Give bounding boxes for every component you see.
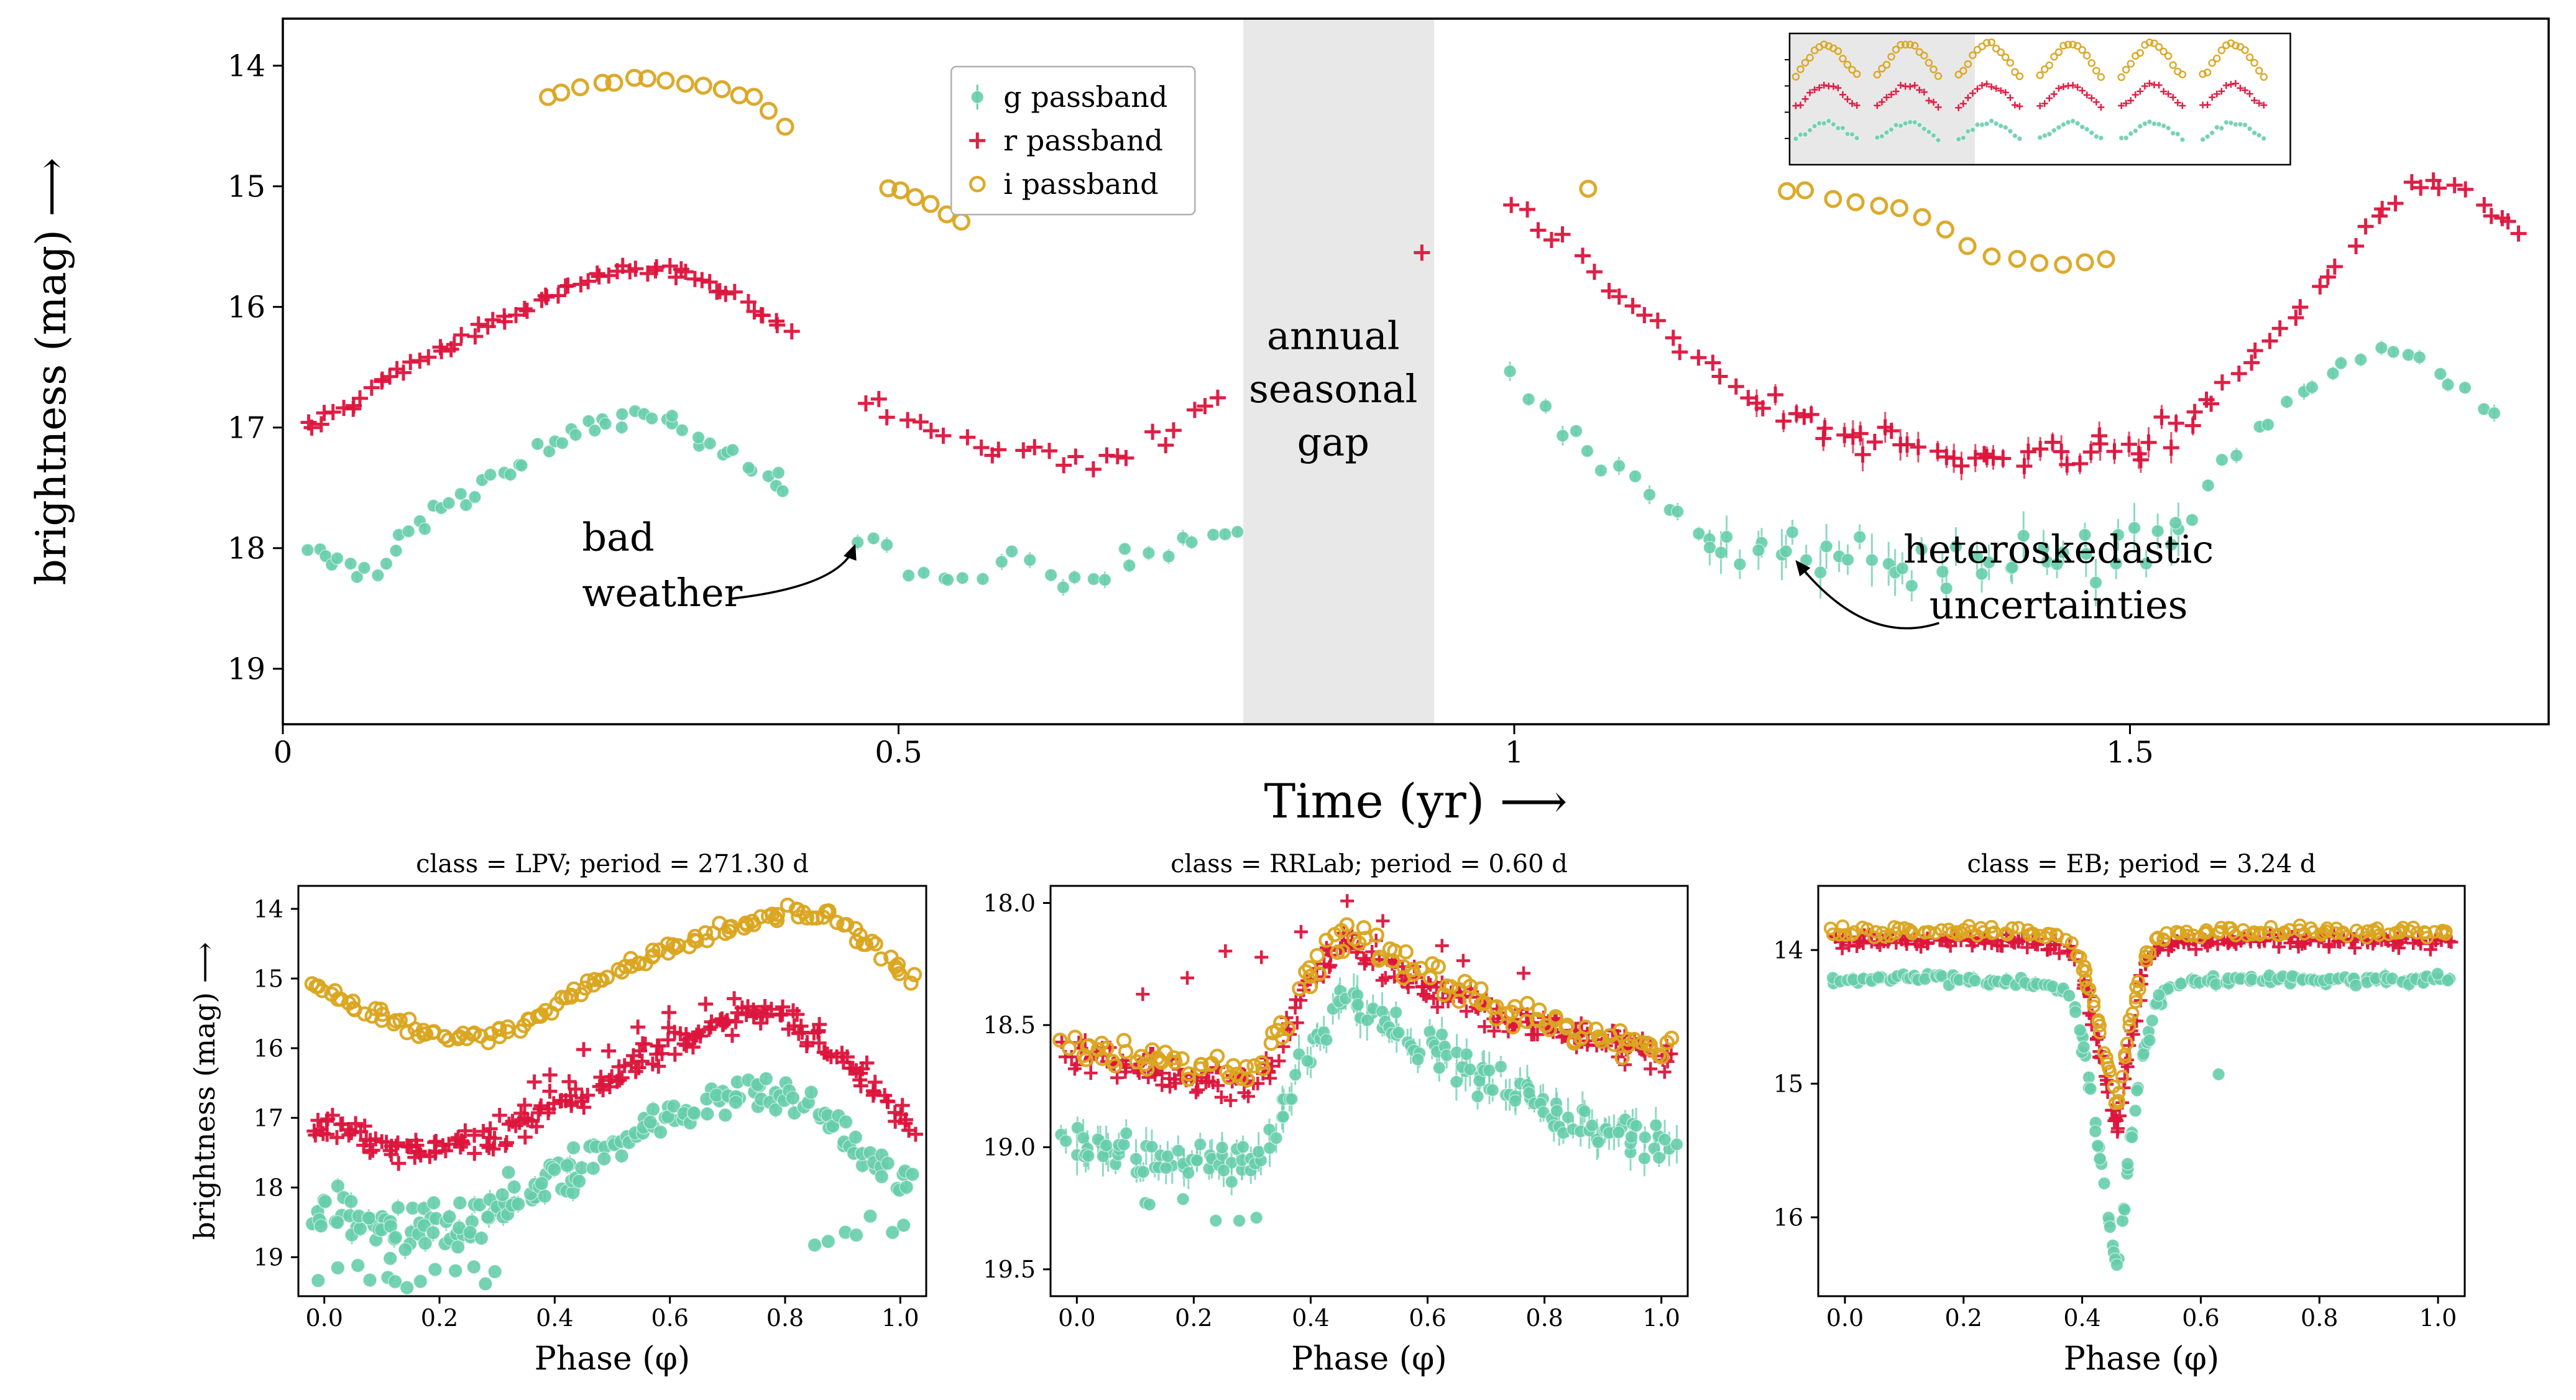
annotation-line: uncertainties (1930, 582, 2188, 627)
annotation-line: weather (582, 570, 742, 615)
inset-series-g-passband (1793, 117, 2267, 144)
y-tick-label: 14 (1773, 936, 1803, 964)
x-tick-label: 0.4 (1292, 1304, 1329, 1332)
series-g-passband (1054, 973, 1684, 1228)
axis-label-y: brightness (mag) ⟶ (27, 158, 75, 586)
legend: g passband r passband i passband (950, 65, 1196, 216)
series-r-passband (306, 991, 923, 1171)
x-tick-label: 0.8 (2301, 1304, 2338, 1332)
panel-title: class = EB; period = 3.24 d (1967, 850, 2316, 878)
y-tick-label: 15 (254, 965, 283, 992)
axis-label-x: Phase (φ) (535, 1340, 690, 1378)
y-tick-label: 18.5 (983, 1011, 1036, 1039)
series-i-passband (1052, 917, 1680, 1088)
plot-frame (297, 885, 927, 1297)
annotation-bad-weather: bad weather (582, 515, 857, 615)
annotation-line: heteroskedastic (1903, 527, 2214, 572)
y-tick-label: 16 (1773, 1204, 1803, 1231)
annotation-line: gap (1297, 419, 1369, 464)
axes-ticks: 0.0 0.2 0.4 0.6 0.8 1.0 14 15 16 (1773, 936, 2457, 1332)
plot-frame (1049, 885, 1689, 1297)
annotation-heteroskedastic: heteroskedastic uncertainties (1795, 527, 2214, 630)
inset-series-i-passband (1792, 38, 2268, 81)
x-tick-label: 1 (1505, 735, 1524, 770)
y-tick-label: 18 (254, 1174, 283, 1201)
axes-ticks: 0.0 0.2 0.4 0.6 0.8 1.0 14 15 16 17 18 19 (254, 895, 919, 1332)
y-tick-label: 18 (228, 532, 265, 566)
zoom-inset (1784, 32, 2291, 166)
axis-label-y: brightness (mag) ⟶ (188, 942, 221, 1240)
annotation-line: annual (1267, 313, 1400, 359)
series-g-passband (305, 1071, 920, 1296)
chart-time-series: 0 0.5 1 1.5 14 15 16 17 18 19 Time (yr) ⟶ brightnes… (27, 17, 2550, 829)
series-i-passband (304, 897, 922, 1051)
y-tick-label: 14 (254, 895, 283, 923)
y-tick-label: 14 (228, 48, 265, 83)
plot-frame (1817, 885, 2466, 1297)
x-tick-label: 0.4 (536, 1304, 573, 1332)
axes-ticks: 0 0.5 1 1.5 14 15 16 17 18 19 (228, 48, 2154, 770)
axis-label-x: Phase (φ) (1291, 1340, 1447, 1378)
axes-ticks: 0.0 0.2 0.4 0.6 0.8 1.0 18.0 18.5 19.0 19.5 (983, 890, 1680, 1332)
y-tick-label: 19 (254, 1244, 283, 1271)
series-i-passband (1823, 918, 2453, 1110)
legend-label-r: r passband (1003, 124, 1163, 157)
inset-series-r-passband (1792, 80, 2268, 111)
y-tick-label: 18.0 (983, 890, 1036, 917)
x-tick-label: 0.4 (2063, 1304, 2100, 1332)
x-tick-label: 0.5 (875, 735, 922, 770)
annual-seasonal-gap-band (1243, 19, 1435, 724)
axis-label-x: Time (yr) ⟶ (1264, 773, 1568, 829)
y-tick-label: 17 (254, 1104, 283, 1131)
annotation-seasonal-gap: annual seasonal gap (1249, 313, 1417, 465)
x-tick-label: 0.0 (1058, 1304, 1095, 1332)
plot-frame (282, 17, 2550, 725)
x-tick-label: 0.0 (305, 1304, 343, 1332)
x-tick-label: 1.0 (2419, 1304, 2457, 1332)
x-tick-label: 0.8 (1525, 1304, 1563, 1332)
x-tick-label: 0.0 (1826, 1304, 1864, 1332)
legend-frame (950, 65, 1196, 216)
x-tick-label: 1.5 (2106, 735, 2153, 770)
series-r-passband (300, 172, 2527, 481)
x-tick-label: 1.0 (1642, 1304, 1680, 1332)
x-tick-label: 0.2 (421, 1304, 458, 1332)
x-tick-label: 0.6 (651, 1304, 688, 1332)
y-tick-label: 19.5 (983, 1256, 1036, 1283)
y-tick-label: 16 (254, 1034, 283, 1062)
series-i-passband (539, 68, 2115, 274)
y-tick-label: 16 (228, 290, 265, 325)
y-tick-label: 15 (1773, 1070, 1803, 1097)
y-tick-label: 17 (228, 411, 265, 446)
x-tick-label: 0 (274, 735, 293, 770)
x-tick-label: 0.6 (2182, 1304, 2219, 1332)
x-tick-label: 1.0 (881, 1304, 919, 1332)
legend-label-i: i passband (1003, 167, 1158, 201)
y-tick-label: 19.0 (983, 1134, 1036, 1161)
chart-phase-rrlab: 0.0 0.2 0.4 0.6 0.8 1.0 18.0 18.5 19.0 19.5 class … (983, 850, 1689, 1378)
x-tick-label: 0.2 (1175, 1304, 1212, 1332)
axis-label-x: Phase (φ) (2064, 1340, 2219, 1378)
annotation-arrow (1795, 560, 1939, 630)
y-tick-label: 19 (228, 652, 265, 687)
series-g-passband (301, 340, 2501, 610)
series-g-passband (1826, 967, 2457, 1272)
x-tick-label: 0.2 (1945, 1304, 1982, 1332)
panel-title: class = RRLab; period = 0.60 d (1171, 850, 1568, 878)
panel-title: class = LPV; period = 271.30 d (416, 850, 809, 878)
x-tick-label: 0.6 (1409, 1304, 1446, 1332)
inset-frame (1788, 32, 2291, 166)
chart-phase-lpv: 0.0 0.2 0.4 0.6 0.8 1.0 14 15 16 17 18 19 class = LP… (188, 850, 927, 1378)
annotation-line: seasonal (1249, 366, 1417, 412)
y-tick-label: 15 (228, 169, 265, 204)
chart-phase-eb: 0.0 0.2 0.4 0.6 0.8 1.0 14 15 16 class = EB; peri… (1773, 850, 2466, 1378)
annotation-arrow (729, 543, 857, 600)
legend-label-g: g passband (1003, 80, 1167, 114)
annotation-line: bad (582, 515, 654, 560)
x-tick-label: 0.8 (766, 1304, 804, 1332)
